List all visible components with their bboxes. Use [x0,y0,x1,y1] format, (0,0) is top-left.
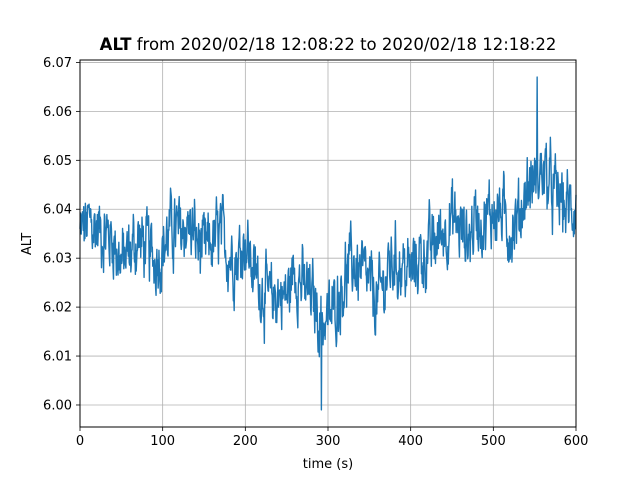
y-tick-label: 6.04 [43,203,72,218]
y-axis-label: ALT [20,233,35,255]
y-tick-label: 6.00 [43,398,72,413]
x-tick-label: 400 [398,434,423,449]
x-axis: 0 100 200 300 400 500 600 [76,427,589,449]
x-tick-label: 100 [150,434,175,449]
chart-title-rest: from 2020/02/18 12:08:22 to 2020/02/18 1… [131,35,556,54]
y-tick-label: 6.01 [43,350,72,365]
y-tick-label: 6.02 [43,301,72,316]
x-tick-label: 600 [564,434,589,449]
y-tick-label: 6.05 [43,154,72,169]
chart-title-bold: ALT [100,35,133,54]
x-axis-label: time (s) [303,457,353,472]
grid [79,60,577,427]
y-axis: 6.00 6.01 6.02 6.03 6.04 6.05 6.06 6.07 [43,56,80,413]
y-tick-label: 6.06 [43,105,72,120]
y-tick-label: 6.03 [43,252,72,267]
x-tick-label: 300 [316,434,341,449]
x-tick-label: 0 [76,434,84,449]
y-tick-label: 6.07 [43,56,72,71]
chart-title: ALT from 2020/02/18 12:08:22 to 2020/02/… [100,35,557,54]
x-tick-label: 500 [481,434,506,449]
x-tick-label: 200 [233,434,258,449]
series-line [79,76,577,411]
